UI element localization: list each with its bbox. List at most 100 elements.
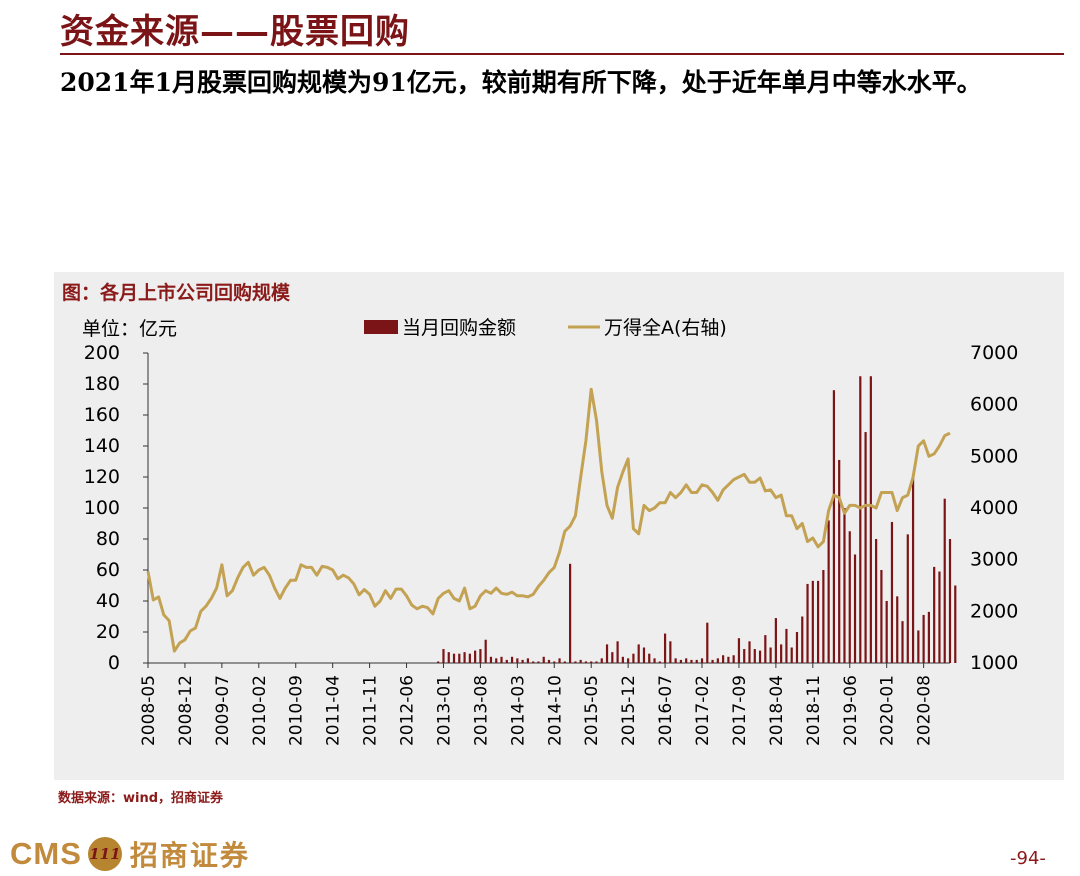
bar [869,376,872,663]
x-tick-label: 2017-02 [693,675,713,746]
bar [853,554,857,663]
bar [569,563,572,663]
bar [811,580,814,663]
bar [790,647,793,663]
bar [495,658,498,663]
data-source: 数据来源：wind，招商证券 [58,791,224,806]
left-tick-label: 20 [96,621,120,643]
bar [669,641,672,663]
bar [722,655,725,663]
bar [864,432,867,663]
bar [532,661,535,663]
x-tick-label: 2012-06 [398,675,418,746]
bar [547,659,551,663]
bar [906,534,909,663]
bar [558,658,561,663]
bar [780,644,783,663]
bar [801,616,804,663]
bar [785,628,788,663]
x-tick-label: 2011-04 [324,675,344,746]
right-tick-label: 7000 [970,342,1018,364]
bar [489,656,493,663]
left-tick-label: 40 [96,590,120,612]
bar [516,658,519,663]
right-tick-label: 2000 [970,600,1018,622]
legend-line-label: 万得全A(右轴) [604,317,727,339]
bar [901,621,904,663]
bar [653,658,656,663]
x-tick-label: 2013-01 [434,675,454,746]
left-tick-label: 120 [84,466,120,488]
bar [500,656,503,663]
bar [452,653,456,663]
right-tick-label: 1000 [970,652,1018,674]
page-subtitle: 2021年1月股票回购规模为91亿元，较前期有所下降，处于近年单月中等水水平。 [60,68,982,97]
bar [590,661,593,663]
bar [933,566,936,663]
bar [584,661,588,663]
x-tick-label: 2015-12 [619,675,639,746]
left-tick-label: 140 [84,435,120,457]
bar [748,641,751,663]
bar [605,644,609,663]
left-tick-label: 0 [108,652,120,674]
bar [674,658,677,663]
bar [843,508,846,663]
bar [505,659,508,663]
bar [764,635,767,663]
x-tick-label: 2019-06 [841,675,861,746]
cms-logo: CMS 111 招商证券 [10,834,250,874]
bar [642,647,646,663]
logo-badge-icon: 111 [87,837,122,871]
bar [832,390,836,663]
x-tick-label: 2010-02 [250,675,270,746]
bar [753,649,756,663]
bar [627,658,630,663]
bar [600,658,603,663]
bar [758,650,762,663]
bar [563,661,566,663]
left-tick-label: 100 [84,497,120,519]
bar [685,658,688,663]
index-line [146,387,951,653]
unit-label: 单位：亿元 [82,318,177,340]
bar [447,652,450,663]
bar [711,659,714,663]
bar [521,659,524,663]
bar [437,661,440,663]
bar [537,661,540,663]
bar [922,614,925,663]
bar [859,376,862,663]
bar [526,658,529,663]
logo-cms-text: CMS [10,836,82,871]
bar [938,571,941,663]
x-tick-label: 2016-07 [656,675,676,746]
bar [510,656,514,663]
right-tick-label: 6000 [970,394,1018,416]
legend-bar-swatch [364,320,398,334]
bar [948,539,952,663]
left-tick-label: 60 [96,559,120,581]
x-tick-label: 2014-03 [508,675,528,746]
page-title: 资金来源——股票回购 [60,12,410,52]
bar [658,661,661,663]
bar [484,639,487,663]
bar [463,652,466,663]
bar [848,531,851,663]
bar [743,649,746,663]
bar [595,661,598,663]
bar [611,652,614,663]
bar [954,585,957,663]
buyback-chart: 0 20 40 60 80 100 120 140 160 180 200 1000 2000 3000 4… [82,317,1018,746]
bar [917,630,920,663]
legend-bar-label: 当月回购金额 [402,317,516,339]
bar [816,580,820,663]
right-tick-label: 4000 [970,497,1018,519]
chart-panel [54,272,1064,780]
bar [927,611,930,663]
x-tick-label: 2017-09 [730,675,750,746]
x-tick-label: 2011-11 [361,675,381,746]
left-tick-label: 180 [84,373,120,395]
bar [616,641,619,663]
bar [663,633,667,663]
